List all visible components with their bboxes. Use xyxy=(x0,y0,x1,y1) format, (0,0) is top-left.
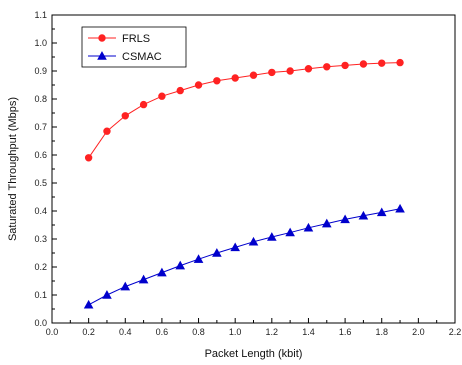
data-point-frls xyxy=(231,74,239,82)
legend-marker-shape xyxy=(98,34,106,42)
data-point-csmac xyxy=(175,260,186,270)
plot-frame xyxy=(51,14,456,324)
x-tick-label: 0.6 xyxy=(156,327,169,337)
y-tick-label: 0.4 xyxy=(34,206,47,216)
series-line-csmac xyxy=(88,208,401,306)
y-tick-label: 0.6 xyxy=(34,150,47,160)
data-point-frls xyxy=(341,61,349,70)
data-point-frls xyxy=(84,154,93,162)
data-point-csmac xyxy=(212,248,222,257)
data-point-frls xyxy=(103,127,111,135)
x-tick-label: 0.4 xyxy=(119,327,132,337)
y-tick-label: 0.1 xyxy=(34,290,47,300)
data-point-frls xyxy=(378,59,386,67)
data-point-csmac xyxy=(395,203,405,213)
x-tick-label: 1.0 xyxy=(229,327,242,337)
x-axis-title: Packet Length (kbit) xyxy=(205,348,303,360)
legend-label-frls: FRLS xyxy=(122,33,150,45)
x-tick-label: 2.0 xyxy=(412,327,425,337)
data-point-csmac xyxy=(102,290,112,299)
y-axis-title: Saturated Throughput (Mbps) xyxy=(7,97,19,241)
data-point-frls xyxy=(213,77,221,85)
data-point-frls xyxy=(139,100,148,109)
y-tick-label: 0.7 xyxy=(34,122,47,132)
y-tick-label: 0.9 xyxy=(34,66,47,76)
x-tick-label: 1.6 xyxy=(339,327,352,337)
data-point-frls xyxy=(359,60,368,68)
data-point-csmac xyxy=(303,222,314,232)
data-point-frls xyxy=(268,68,276,77)
y-tick-labels: 0.0 0.1 0.2 0.3 0.4 0.5 0.6 0.7 0.8 0.9 1.0 1.1 xyxy=(34,10,47,328)
data-point-csmac xyxy=(120,281,131,291)
data-point-csmac xyxy=(83,299,94,309)
y-tick-label: 1.0 xyxy=(34,38,47,48)
data-point-csmac xyxy=(285,227,295,237)
x-tick-label: 0.0 xyxy=(46,327,59,337)
data-point-frls xyxy=(396,58,404,67)
data-point-csmac xyxy=(340,214,350,224)
y-tick-label: 0.3 xyxy=(34,234,47,244)
data-point-frls xyxy=(194,81,203,89)
y-tick-label: 1.1 xyxy=(34,10,47,20)
data-point-frls xyxy=(286,67,294,75)
x-tick-label: 1.8 xyxy=(375,327,388,337)
legend-marker-frls xyxy=(98,34,106,42)
x-tick-label: 0.2 xyxy=(82,327,95,337)
legend-label-csmac: CSMAC xyxy=(122,51,162,63)
data-point-csmac xyxy=(321,218,332,228)
y-tick-label: 0.0 xyxy=(34,318,47,328)
legend-box xyxy=(81,26,187,68)
data-point-csmac xyxy=(138,274,149,284)
data-point-frls xyxy=(249,71,258,79)
y-tick-label: 0.5 xyxy=(34,178,47,188)
data-point-frls xyxy=(323,63,331,71)
data-point-csmac xyxy=(267,232,277,241)
x-tick-labels: 0.0 0.2 0.4 0.6 0.8 1.0 1.2 1.4 1.6 1.8 2.0 2.2 xyxy=(46,327,462,337)
x-tick-label: 1.4 xyxy=(302,327,315,337)
x-tick-label: 0.8 xyxy=(192,327,205,337)
data-point-frls xyxy=(304,65,313,73)
y-tick-label: 0.8 xyxy=(34,94,47,104)
legend-marker-csmac xyxy=(97,51,107,60)
data-point-csmac xyxy=(248,236,259,246)
data-point-csmac xyxy=(193,254,204,263)
series-csmac xyxy=(83,203,405,309)
legend-marker-shape xyxy=(97,51,107,60)
x-tick-label: 2.2 xyxy=(449,327,462,337)
data-point-frls xyxy=(158,92,166,100)
data-point-csmac xyxy=(157,267,167,277)
series-line-frls xyxy=(88,62,401,159)
series-layer xyxy=(83,58,405,309)
x-tick-label: 1.2 xyxy=(266,327,279,337)
data-point-csmac xyxy=(230,242,240,252)
data-point-frls xyxy=(121,112,129,120)
data-point-csmac xyxy=(376,207,387,217)
data-point-csmac xyxy=(358,210,369,220)
data-point-frls xyxy=(176,86,184,95)
series-frls xyxy=(84,58,404,162)
y-tick-label: 0.2 xyxy=(34,262,47,272)
legend: FRLS CSMAC xyxy=(81,26,187,68)
